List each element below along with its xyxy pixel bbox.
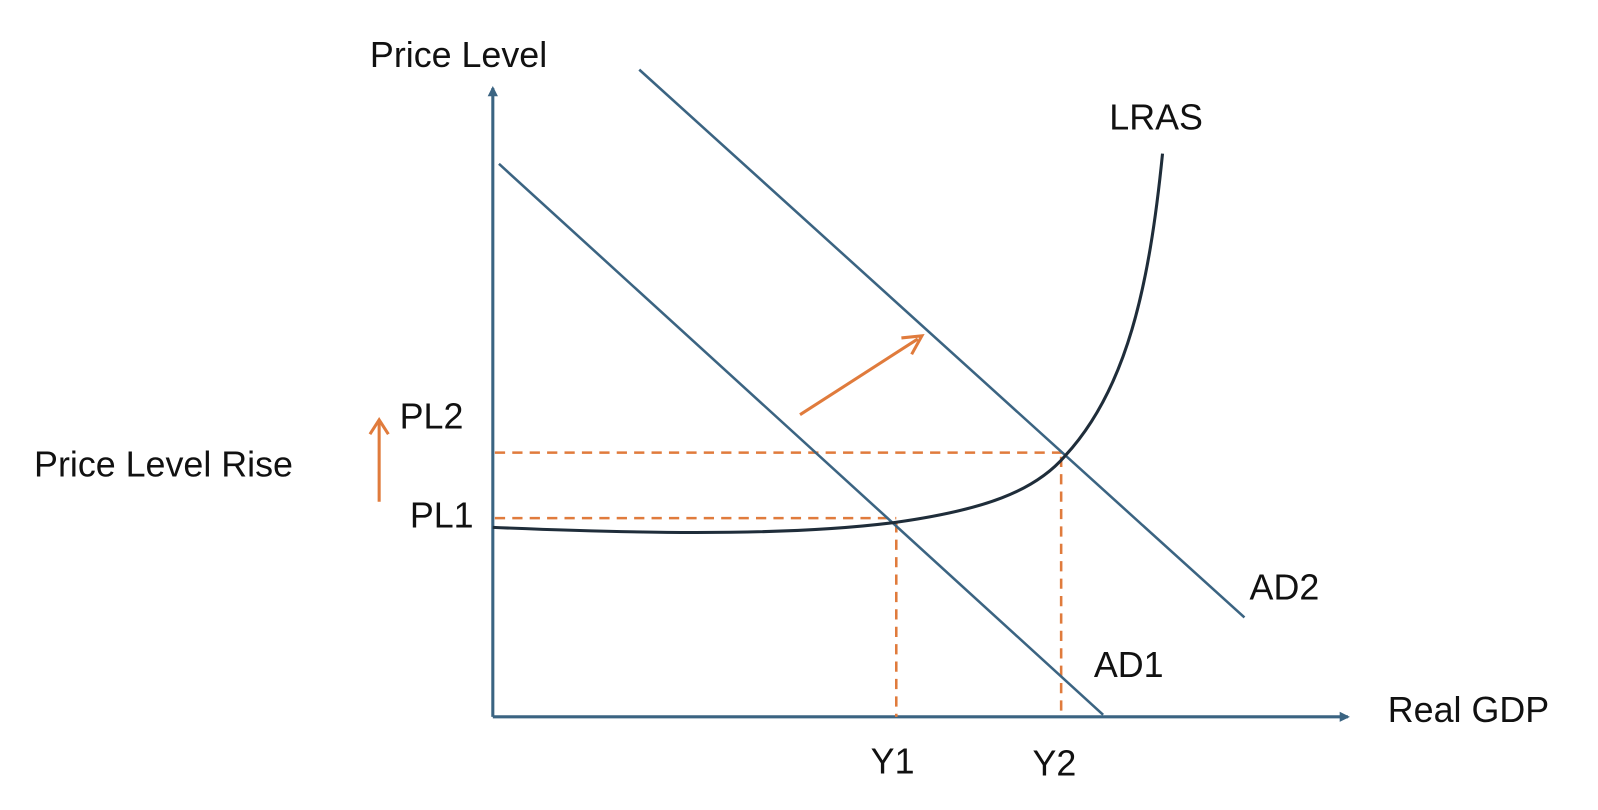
y1-label: Y1 (871, 741, 915, 781)
lras-curve (492, 153, 1165, 535)
ad1-label: AD1 (1094, 645, 1164, 685)
ad2-label: AD2 (1250, 567, 1320, 607)
y-axis-label: Price Level (370, 35, 547, 75)
rise-arrow-head (368, 417, 390, 436)
x-axis-label: Real GDP (1388, 690, 1549, 730)
ad1-curve (498, 162, 1104, 716)
lras-label: LRAS (1109, 97, 1203, 137)
pl2-label: PL2 (400, 396, 464, 436)
y2-label: Y2 (1032, 743, 1076, 783)
ad2-curve (638, 68, 1246, 619)
shift-arrow (799, 337, 919, 417)
annotation: Price Level Rise (34, 444, 293, 484)
shift-arrow-head (901, 334, 925, 356)
pl1-label: PL1 (410, 496, 474, 536)
